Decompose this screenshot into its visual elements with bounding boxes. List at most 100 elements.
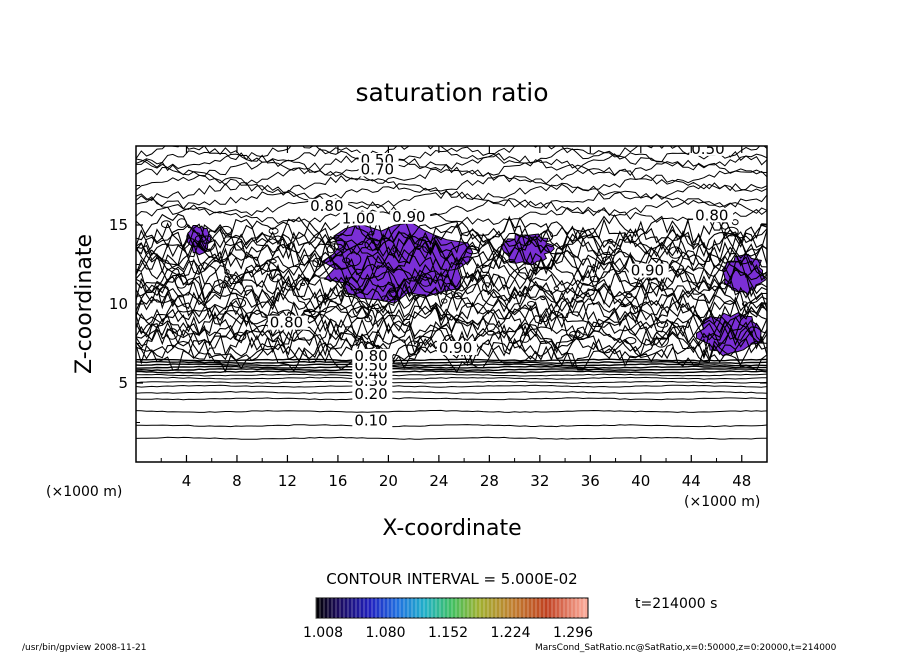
contour-line <box>136 219 767 254</box>
contour-label: 0.80 <box>354 347 387 365</box>
colorbar: 1.008 1.080 1.152 1.224 1.296 <box>303 597 593 641</box>
y-tick-label: 5 <box>118 374 128 392</box>
contour-line <box>136 197 767 217</box>
contour-blob <box>721 222 729 230</box>
contour-line <box>136 182 767 201</box>
contour-blob <box>176 218 187 228</box>
contour-line <box>136 358 767 362</box>
contour-line <box>136 370 767 374</box>
contour-blob <box>231 298 247 308</box>
x-tick-label: 32 <box>530 472 549 490</box>
contour-blob <box>419 273 433 287</box>
x-axis-label: X-coordinate <box>382 516 521 541</box>
contour-blob <box>656 321 669 328</box>
contour-interval-label: CONTOUR INTERVAL = 5.000E-02 <box>326 570 577 588</box>
contour-blob <box>606 238 614 244</box>
contour-label-bg <box>693 208 734 223</box>
contour-line <box>136 397 767 401</box>
x-tick-label: 28 <box>480 472 499 490</box>
contour-blob <box>317 294 329 303</box>
contour-line <box>136 390 767 394</box>
y-axis-label: Z-coordinate <box>72 234 97 374</box>
plot-area: 0.100.200.300.400.500.800.500.700.801.00… <box>136 140 767 440</box>
contour-blob <box>352 300 370 319</box>
contour-blob <box>518 234 533 247</box>
contour-blob <box>569 330 581 338</box>
contour-blob <box>422 240 435 254</box>
contour-line <box>136 335 767 370</box>
colorbar-tick-labels: 1.008 1.080 1.152 1.224 1.296 <box>303 625 593 641</box>
contour-blob <box>268 258 277 264</box>
contour-label: 0.80 <box>695 206 728 224</box>
contour-line <box>136 206 767 225</box>
colorbar-tick-label: 1.080 <box>365 625 405 641</box>
contour-line <box>136 304 767 340</box>
contour-blob <box>304 277 310 282</box>
contour-blob <box>519 334 530 343</box>
contour-label: 0.70 <box>361 160 394 178</box>
contour-label-bg <box>339 211 380 226</box>
contour-line <box>136 424 767 428</box>
contour-line <box>136 146 767 166</box>
contour-line <box>136 367 767 372</box>
contour-line <box>136 324 767 360</box>
contour-blob <box>388 290 399 298</box>
contour-blob <box>668 246 683 259</box>
x-tick-label: 4 <box>182 472 192 490</box>
contour-line <box>136 290 767 324</box>
contour-line <box>136 146 767 161</box>
contour-blob <box>653 330 669 348</box>
contour-label: 0.90 <box>631 262 664 280</box>
contour-line <box>136 339 767 374</box>
contour-line <box>136 231 767 267</box>
contour-blob <box>219 225 233 235</box>
contour-label-bg <box>436 340 477 355</box>
colorbar-tick-label: 1.008 <box>303 625 343 641</box>
contour-blob <box>300 282 306 286</box>
colorbar-stripes <box>315 598 585 618</box>
contour-label-bg <box>352 348 393 363</box>
contour-label-bg <box>689 146 730 156</box>
contour-blob <box>345 252 362 267</box>
contour-blob <box>158 286 169 298</box>
contour-label-bg <box>352 386 393 401</box>
contour-line <box>136 409 767 413</box>
footer-left: /usr/bin/gpview 2008-11-21 <box>22 643 146 653</box>
contour-line <box>136 259 767 295</box>
contour-line <box>136 166 767 185</box>
contour-blob <box>268 269 282 283</box>
contour-label: 0.80 <box>270 314 303 332</box>
contour-label-bg <box>390 209 431 224</box>
contour-blob <box>620 303 626 308</box>
contour-blob <box>224 269 230 275</box>
footer-right: MarsCond_SatRatio.nc@SatRatio,x=0:50000,… <box>535 643 837 653</box>
x-tick-label: 44 <box>682 472 701 490</box>
contour-label: 0.50 <box>691 140 724 158</box>
x-tick-label: 24 <box>429 472 448 490</box>
contour-line <box>136 211 767 246</box>
x-tick-label: 12 <box>278 472 297 490</box>
contour-label: 0.20 <box>354 385 387 403</box>
contour-line <box>136 301 767 335</box>
contour-label-bg <box>628 263 669 278</box>
contour-line <box>136 268 767 305</box>
contour-line <box>136 373 767 377</box>
contour-line <box>136 365 767 369</box>
contour-blob <box>386 289 398 301</box>
contour-line <box>136 174 767 194</box>
contour-blob <box>453 292 463 300</box>
contour-blob <box>368 231 375 236</box>
contour-blob <box>233 331 247 341</box>
contour-lines <box>136 146 767 440</box>
contour-line <box>136 247 767 279</box>
contour-blob <box>161 220 172 229</box>
contour-blob <box>303 308 316 316</box>
x-tick-label: 16 <box>328 472 347 490</box>
colorbar-tick-label: 1.152 <box>428 625 468 641</box>
contour-blob <box>482 282 493 293</box>
contour-line <box>136 384 767 388</box>
contour-blob <box>440 298 448 304</box>
contour-blob <box>465 246 481 255</box>
y-tick-label: 10 <box>109 295 128 313</box>
